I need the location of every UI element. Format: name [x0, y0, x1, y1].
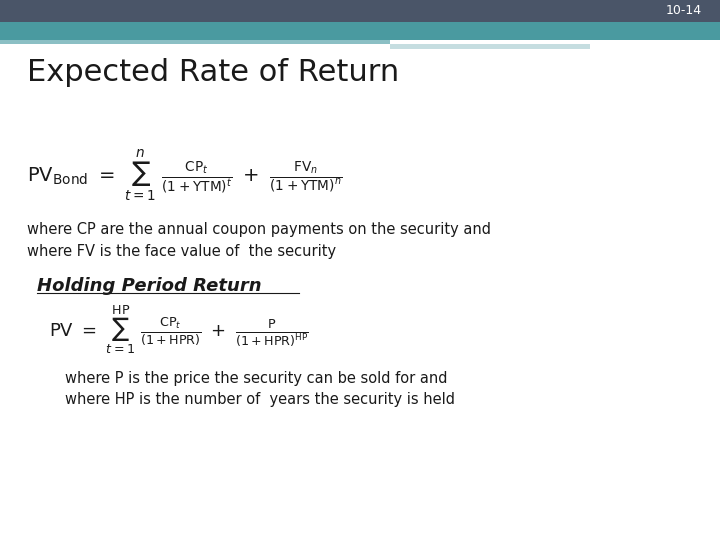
Text: Holding Period Return: Holding Period Return: [37, 277, 262, 295]
Text: where FV is the face value of  the security: where FV is the face value of the securi…: [27, 244, 336, 259]
Text: $\mathregular{PV}\ =\ \sum_{t=1}^{\mathregular{HP}}\ \frac{\mathregular{CP}_t}{(: $\mathregular{PV}\ =\ \sum_{t=1}^{\mathr…: [49, 303, 309, 356]
Text: $\mathregular{PV}_{\mathregular{Bond}}\ =\ \sum_{t=1}^{n}\ \frac{\mathregular{CP: $\mathregular{PV}_{\mathregular{Bond}}\ …: [27, 148, 343, 202]
Text: where HP is the number of  years the security is held: where HP is the number of years the secu…: [65, 392, 455, 407]
Text: where CP are the annual coupon payments on the security and: where CP are the annual coupon payments …: [27, 222, 491, 237]
Text: 10-14: 10-14: [666, 4, 702, 17]
Text: Expected Rate of Return: Expected Rate of Return: [27, 58, 400, 87]
Text: where P is the price the security can be sold for and: where P is the price the security can be…: [65, 370, 447, 386]
